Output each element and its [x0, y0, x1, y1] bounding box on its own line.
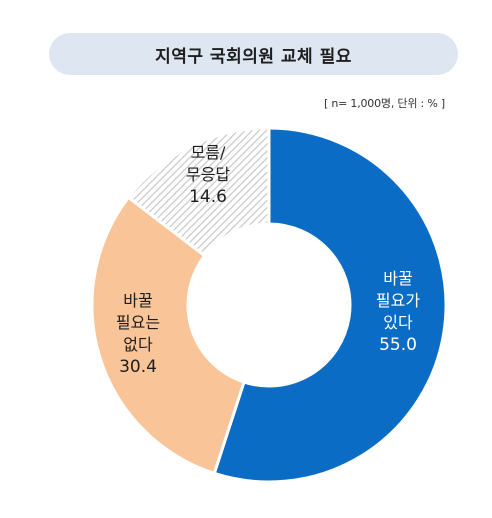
slice-label-0: 바꿀: [383, 269, 412, 288]
donut-slice-0: [212, 126, 448, 484]
chart-title: 지역구 국회의원 교체 필요: [49, 33, 458, 75]
slice-label-1: 없다: [123, 335, 153, 354]
slice-label-0: 있다: [383, 313, 413, 332]
slice-label-1: 필요는: [116, 313, 160, 332]
slice-label-2: 무응답: [186, 165, 230, 184]
slice-value-0: 55.0: [379, 335, 417, 355]
donut-slices: [90, 126, 448, 484]
slice-label-1: 바꿀: [123, 291, 152, 310]
slice-value-2: 14.6: [189, 187, 227, 207]
slice-value-1: 30.4: [119, 357, 157, 377]
slice-label-2: 모름/: [191, 143, 226, 162]
slice-label-0: 필요가: [376, 291, 420, 310]
sample-unit-note: [ n= 1,000명, 단위 : % ]: [323, 97, 445, 110]
donut-slice-1: [90, 195, 246, 476]
donut-slice-2: [126, 126, 271, 258]
